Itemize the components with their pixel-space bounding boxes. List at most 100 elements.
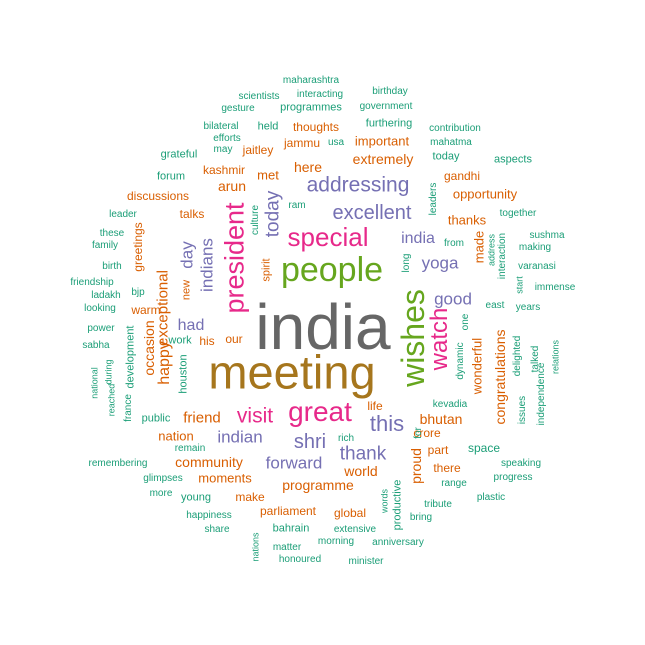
cloud-word: dynamic <box>455 342 466 380</box>
cloud-word: world <box>344 463 378 479</box>
cloud-word: interacting <box>296 89 344 100</box>
cloud-word: speaking <box>500 458 542 469</box>
cloud-word: today <box>432 150 460 163</box>
cloud-word: make <box>235 490 265 504</box>
cloud-word: there <box>433 461 461 475</box>
cloud-word: today <box>262 190 284 238</box>
cloud-word: national <box>89 367 100 399</box>
cloud-word: president <box>219 202 250 314</box>
cloud-word: ram <box>288 200 306 211</box>
cloud-word: words <box>379 488 390 514</box>
cloud-word: space <box>467 441 501 455</box>
cloud-word: young <box>181 491 211 504</box>
cloud-word: efforts <box>213 133 241 144</box>
cloud-word: india <box>255 291 391 363</box>
cloud-word: east <box>485 300 505 311</box>
cloud-word: visit <box>236 404 274 428</box>
cloud-word: proud <box>408 448 424 484</box>
cloud-word: scientists <box>238 91 280 102</box>
cloud-word: happy <box>156 341 173 385</box>
cloud-word: had <box>177 317 205 334</box>
cloud-word: nations <box>250 532 261 562</box>
cloud-word: leaders <box>428 182 439 216</box>
cloud-word: matter <box>272 542 302 553</box>
cloud-word: these <box>99 228 125 239</box>
cloud-word: sabha <box>82 340 110 351</box>
cloud-word: furthering <box>365 117 413 130</box>
cloud-word: held <box>257 120 279 133</box>
cloud-word: work <box>168 334 192 347</box>
cloud-word: indians <box>197 238 217 292</box>
cloud-word: mahatma <box>430 137 472 148</box>
cloud-word: new <box>180 279 193 301</box>
cloud-word: special <box>287 222 369 252</box>
cloud-word: during <box>103 359 114 385</box>
cloud-word: honoured <box>278 554 322 565</box>
cloud-word: greetings <box>131 222 145 272</box>
cloud-word: india <box>401 230 435 247</box>
cloud-word: maharashtra <box>282 75 340 86</box>
cloud-word: spirit <box>260 258 273 282</box>
cloud-word: start <box>514 276 525 294</box>
cloud-word: thanks <box>447 212 487 228</box>
cloud-word: happiness <box>186 510 232 521</box>
cloud-word: progress <box>493 472 533 483</box>
cloud-word: important <box>354 133 410 149</box>
cloud-word: jammu <box>283 136 321 150</box>
cloud-word: jaitley <box>242 143 274 157</box>
cloud-word: gandhi <box>443 169 481 183</box>
cloud-word: address <box>486 233 497 267</box>
cloud-word: talks <box>179 207 205 221</box>
cloud-word: minister <box>348 556 384 567</box>
cloud-word: birthday <box>372 86 408 97</box>
cloud-word: great <box>288 396 352 427</box>
cloud-word: leader <box>109 209 137 220</box>
cloud-word: made <box>471 230 487 264</box>
cloud-word: range <box>441 478 467 489</box>
cloud-word: excellent <box>332 202 412 224</box>
cloud-word: from <box>444 238 464 249</box>
cloud-word: relations <box>550 339 561 375</box>
cloud-word: friendship <box>70 277 114 288</box>
cloud-word: rich <box>337 433 355 444</box>
cloud-word: good <box>434 289 472 309</box>
cloud-word: remain <box>174 443 206 454</box>
cloud-word: long <box>401 253 412 273</box>
cloud-word: productive <box>391 479 404 531</box>
cloud-word: forward <box>265 453 323 473</box>
cloud-word: contribution <box>429 123 481 134</box>
cloud-word: forum <box>156 170 186 183</box>
cloud-word: crore <box>413 426 441 440</box>
cloud-word: addressing <box>306 173 410 197</box>
cloud-word: wonderful <box>469 337 485 395</box>
cloud-word: bilateral <box>203 121 239 132</box>
cloud-word: shri <box>293 431 327 453</box>
cloud-word: life <box>367 399 383 413</box>
cloud-word: public <box>141 412 171 425</box>
cloud-word: indian <box>217 427 263 447</box>
cloud-word: france <box>123 394 134 422</box>
cloud-word: independence <box>536 362 547 426</box>
cloud-word: warm <box>131 303 161 317</box>
cloud-word: parliament <box>259 504 317 518</box>
cloud-word: met <box>257 167 279 183</box>
cloud-word: congratulations <box>492 329 508 425</box>
cloud-word: varanasi <box>518 261 556 272</box>
cloud-word: kashmir <box>202 163 246 177</box>
cloud-word: houston <box>177 354 190 394</box>
cloud-word: together <box>499 208 537 219</box>
cloud-word: anniversary <box>372 537 424 548</box>
cloud-word: remembering <box>88 458 148 469</box>
cloud-word: occasion <box>141 320 157 376</box>
cloud-word: moments <box>198 470 252 486</box>
cloud-word: culture <box>250 204 261 236</box>
cloud-word: opportunity <box>452 186 518 202</box>
cloud-word: looking <box>84 303 116 314</box>
cloud-word: interaction <box>497 232 508 280</box>
cloud-word: family <box>91 240 119 251</box>
cloud-word: people <box>280 251 384 289</box>
cloud-word: delighted <box>512 335 523 377</box>
cloud-word: development <box>124 325 137 389</box>
cloud-word: making <box>518 242 552 253</box>
cloud-word: thoughts <box>292 120 340 134</box>
